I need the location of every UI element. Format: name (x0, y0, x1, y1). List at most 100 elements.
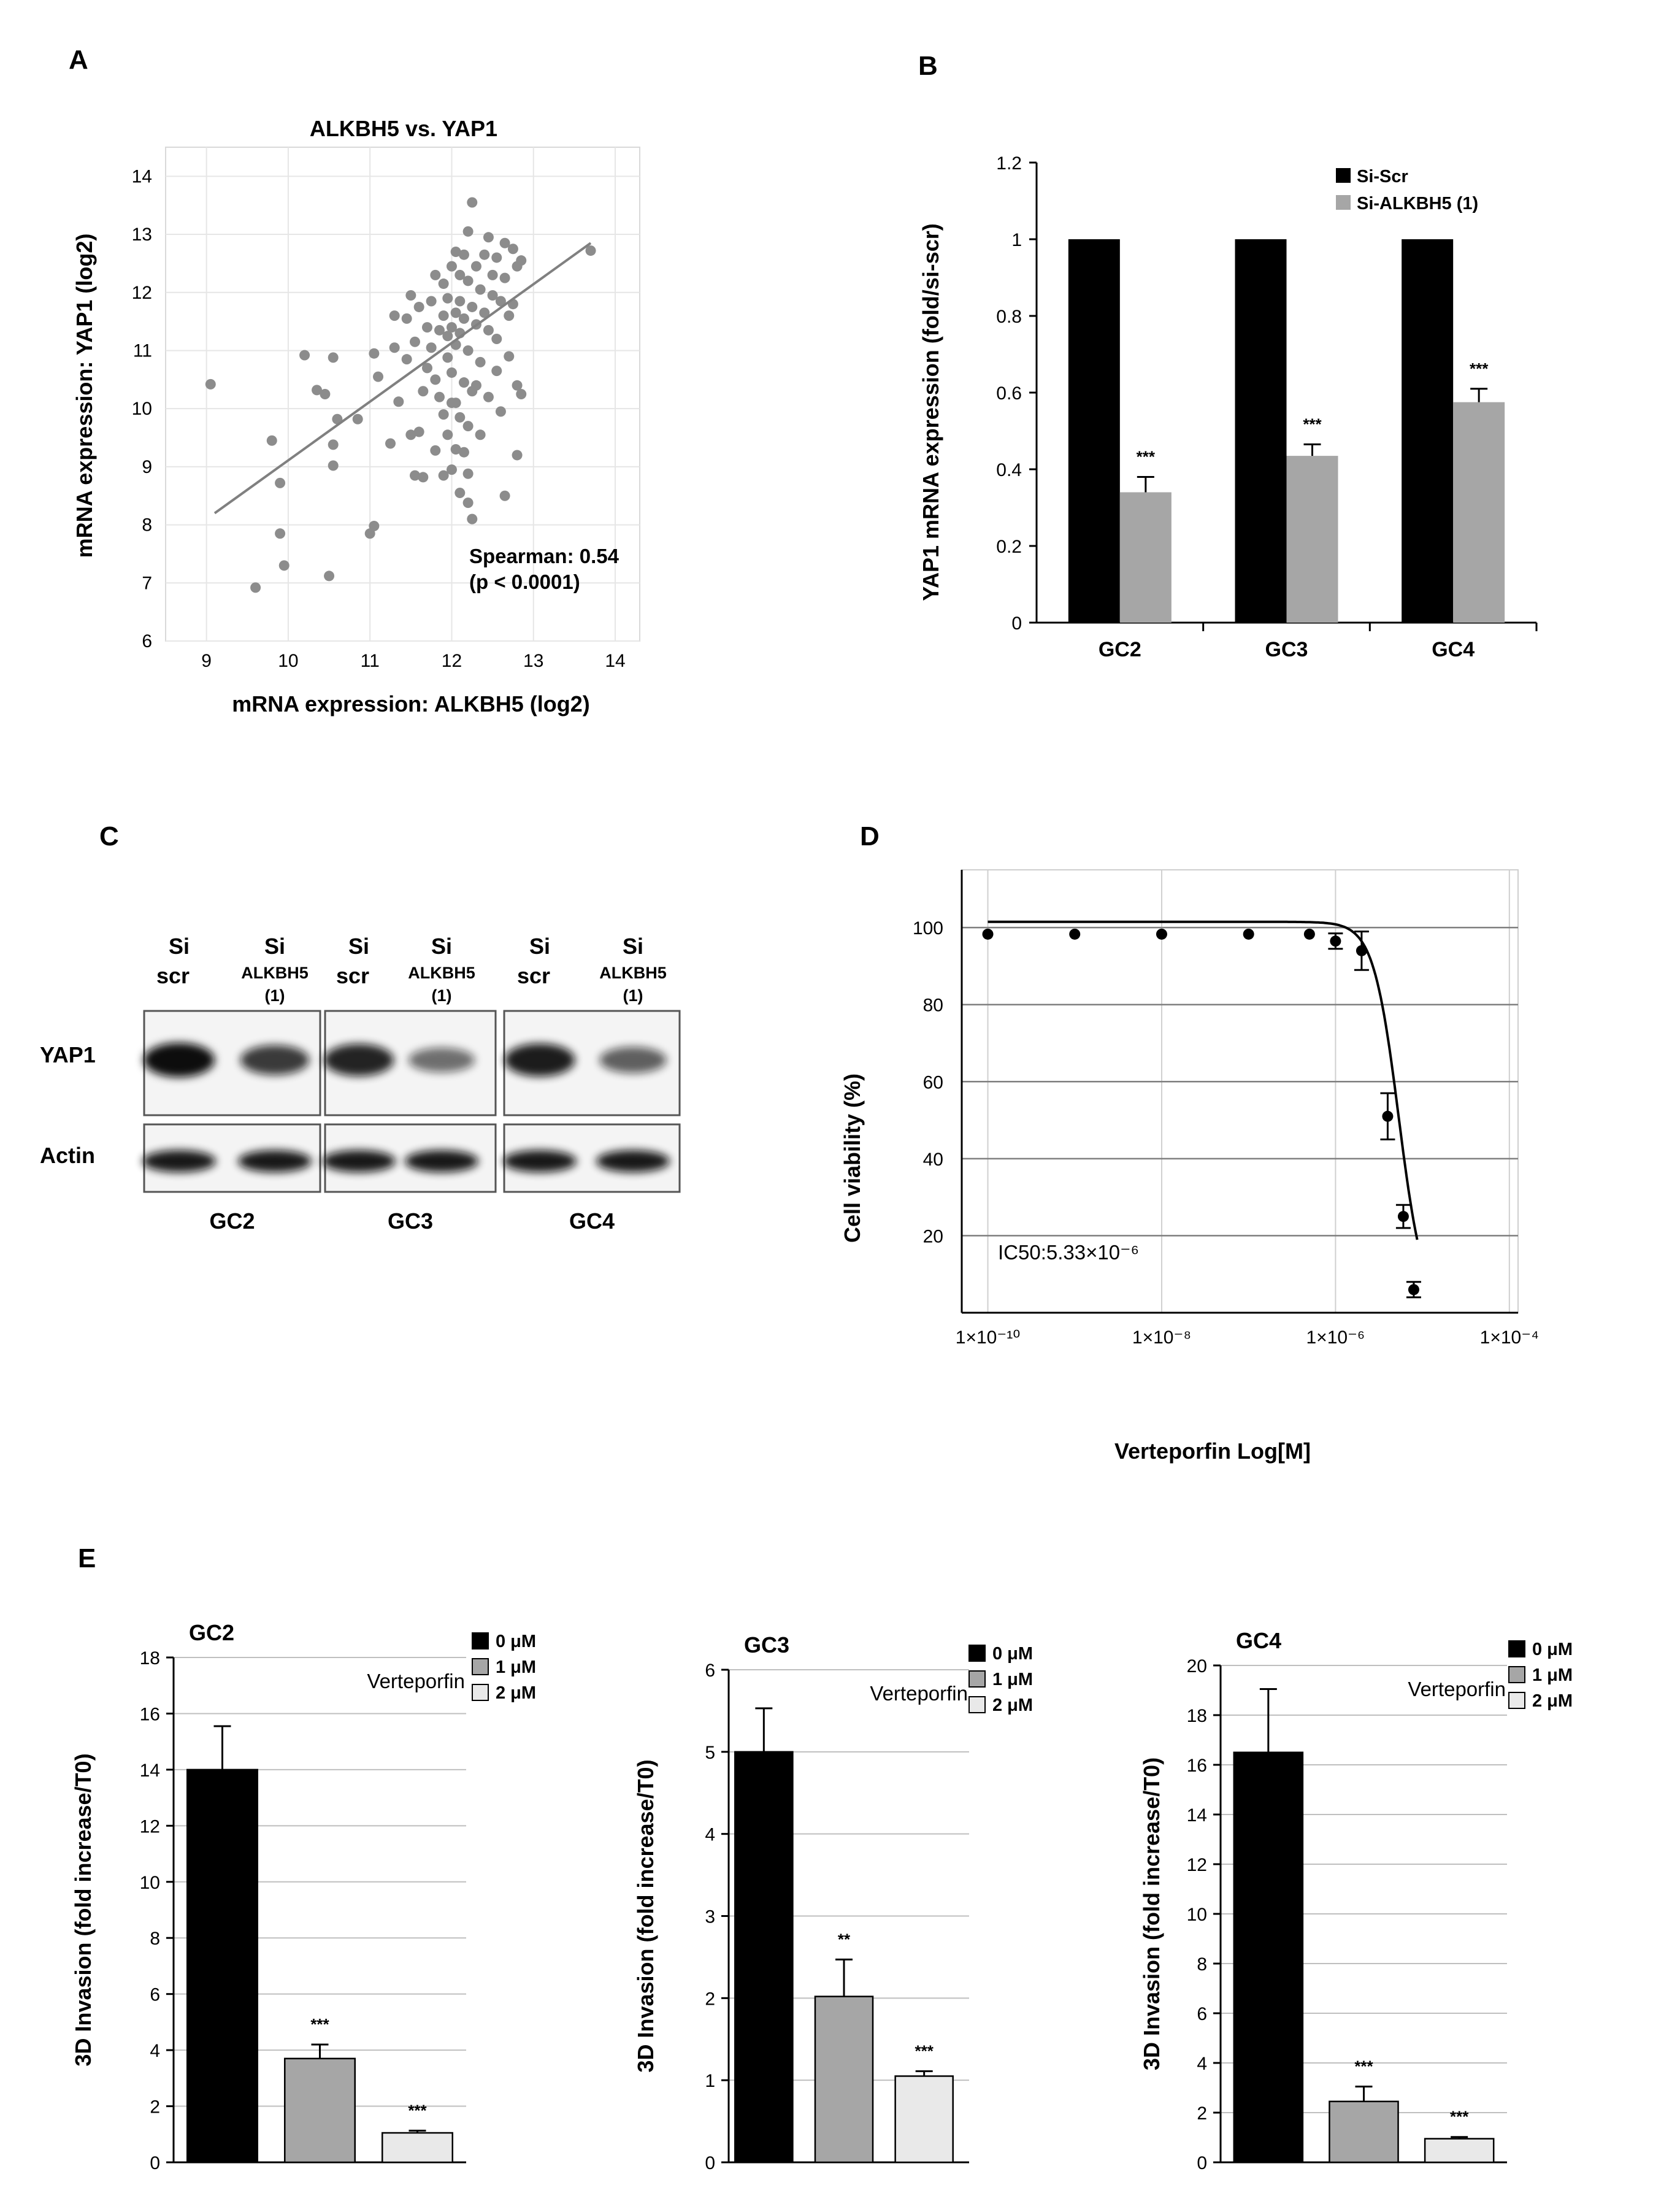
bar (1286, 456, 1338, 623)
bars-b: *** *** *** (1068, 239, 1505, 623)
legend-swatch (1508, 1666, 1525, 1683)
y-tick-label: 0 (1011, 613, 1022, 634)
significance-label: *** (1354, 2057, 1373, 2075)
x-tick-label: GC4 (1432, 638, 1475, 661)
actin-band (596, 1150, 670, 1172)
scatter-point (442, 293, 453, 304)
scatter-point (504, 310, 515, 321)
x-tick-label: 1×10⁻⁴ (1480, 1327, 1539, 1348)
y-tick-label: 6 (705, 1661, 715, 1681)
bar (1402, 239, 1454, 623)
bar-chart-b: 0 0.2 0.4 0.6 0.8 1 1.2 GC2 GC3 GC4 *** *** *** YAP… (918, 153, 1538, 661)
actin-band (405, 1150, 478, 1172)
y-tick-label: 0.8 (996, 307, 1022, 327)
bar-chart-gc2: 0 2 4 6 8 10 12 14 16 18 GC2 Verteporfin 3D Invasion… (71, 1620, 536, 2173)
y-tick-label: 12 (140, 1816, 160, 1837)
scatter-point (278, 560, 290, 571)
scatter-point (470, 380, 481, 391)
lane-label-extra: (1) (265, 986, 285, 1005)
scatter-point (458, 313, 469, 324)
y-tick-label: 6 (142, 631, 152, 651)
lane-label-top: Si (431, 934, 452, 959)
scatter-point (369, 348, 380, 359)
bar-chart-gc4: 0 2 4 6 8 10 12 14 16 18 20 GC4 Verteporfin 3D Invasi… (1139, 1628, 1573, 2173)
y-tick-label: 60 (923, 1072, 943, 1093)
y-tick-label: 40 (923, 1150, 943, 1170)
lane-label-bottom: ALKBH5 (408, 964, 475, 982)
scatter-point (401, 354, 412, 365)
scatter-point (462, 275, 474, 286)
scatter-point (504, 351, 515, 362)
scatter-point (426, 342, 437, 353)
legend-label: 2 μM (1532, 1691, 1573, 1711)
significance-label: *** (310, 2015, 329, 2033)
bar (284, 2057, 356, 2164)
bar (1453, 402, 1505, 623)
panel-label-e: E (78, 1543, 96, 1573)
legend-swatch (1508, 1640, 1525, 1657)
scatter-point (328, 439, 339, 450)
lane-label-extra: (1) (623, 986, 643, 1005)
y-tick-label: 7 (142, 573, 152, 593)
scatter-point (512, 450, 523, 461)
scatter-point (405, 429, 416, 440)
scatter-point (413, 301, 424, 312)
scatter-point (475, 284, 486, 295)
tick-labels-a: 9 10 11 12 13 14 6 7 8 9 10 11 12 13 14 (132, 166, 626, 671)
scatter-points-a (205, 197, 596, 593)
scatter-point (487, 269, 498, 280)
y-axis-label-d: Cell viability (%) (840, 1073, 865, 1243)
x-tick-label: GC2 (1099, 638, 1141, 661)
scatter-point (413, 426, 424, 437)
x-tick-label: 1×10⁻⁶ (1306, 1327, 1365, 1348)
scatter-point (328, 460, 339, 471)
y-tick-label: 2 (705, 1989, 715, 2009)
x-tick-label: 12 (442, 651, 462, 671)
significance-label: *** (1470, 359, 1489, 378)
scatter-point (409, 336, 420, 347)
bar (1235, 239, 1287, 623)
bar (1119, 492, 1172, 623)
lane-label-top: Si (348, 934, 369, 959)
y-tick-label: 1 (705, 2071, 715, 2091)
row-label-actin: Actin (40, 1143, 95, 1168)
scatter-point (467, 197, 478, 208)
scatter-chart-a: ALKBH5 vs. YAP1 mRNA expression: ALKBH5 … (72, 116, 640, 716)
scatter-point (479, 307, 490, 318)
x-tick-label: 9 (201, 651, 212, 671)
scatter-point (458, 447, 469, 458)
scatter-point (585, 245, 596, 256)
scatter-point (438, 470, 449, 481)
scatter-point (275, 477, 286, 488)
legend-label-si-scr: Si-Scr (1357, 167, 1408, 186)
scatter-point (205, 378, 216, 390)
y-tick-label: 20 (923, 1226, 943, 1246)
lane-label-top: Si (264, 934, 285, 959)
scatter-point (266, 435, 277, 446)
scatter-point (324, 570, 335, 582)
y-tick-label: 0.4 (996, 460, 1022, 480)
scatter-point (475, 356, 486, 367)
significance-label: *** (1450, 2108, 1469, 2126)
y-tick-label: 14 (1187, 1805, 1207, 1826)
scatter-point (250, 582, 261, 593)
y-tick-label: 18 (140, 1648, 160, 1669)
legend-swatch-si-alkbh5 (1336, 195, 1351, 210)
scatter-point (446, 261, 457, 272)
data-point (1330, 935, 1341, 947)
yap1-band (240, 1045, 310, 1075)
bar-chart-gc3: 0 1 2 3 4 5 6 GC3 Verteporfin 3D Invasion (fold i… (633, 1632, 1033, 2173)
treatment-label: Verteporfin (1408, 1678, 1506, 1700)
gridlines-a (166, 147, 640, 642)
scatter-point (421, 363, 432, 374)
scatter-point (467, 513, 478, 524)
scatter-point (507, 244, 518, 255)
x-tick-label: 10 (278, 651, 298, 671)
legend-label: 2 μM (496, 1683, 536, 1703)
scatter-point (385, 438, 396, 449)
scatter-point (434, 325, 445, 336)
scatter-point (438, 310, 449, 321)
y-tick-label: 6 (1197, 2004, 1207, 2024)
scatter-point (483, 232, 494, 243)
y-tick-label: 1.2 (996, 153, 1022, 174)
